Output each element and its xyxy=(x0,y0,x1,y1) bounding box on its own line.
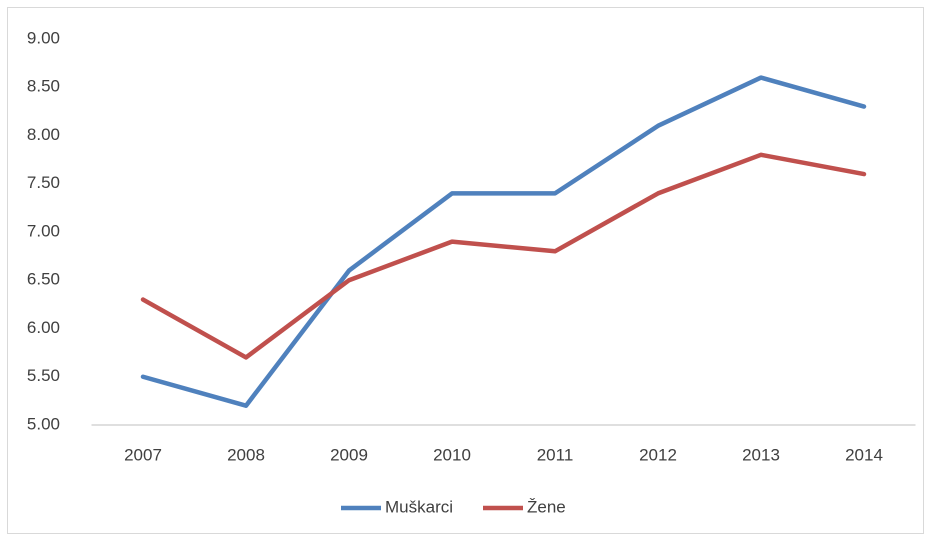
legend-label: Žene xyxy=(527,497,566,516)
y-tick-label: 5.00 xyxy=(27,414,60,433)
line-series xyxy=(140,75,867,408)
x-tick-label: 2014 xyxy=(845,445,883,464)
x-tick-label: 2008 xyxy=(227,445,265,464)
y-tick-label: 7.00 xyxy=(27,221,60,240)
x-tick-label: 2013 xyxy=(742,445,780,464)
y-tick-label: 7.50 xyxy=(27,173,60,192)
y-tick-label: 6.00 xyxy=(27,318,60,337)
x-tick-label: 2007 xyxy=(124,445,162,464)
line-series xyxy=(140,152,867,360)
y-tick-label: 8.00 xyxy=(27,125,60,144)
x-tick-label: 2012 xyxy=(639,445,677,464)
y-tick-label: 6.50 xyxy=(27,270,60,289)
y-tick-label: 8.50 xyxy=(27,77,60,96)
legend-label: Muškarci xyxy=(385,497,453,516)
chart-border xyxy=(7,7,924,534)
x-tick-label: 2010 xyxy=(433,445,471,464)
x-tick-label: 2011 xyxy=(537,445,574,464)
y-tick-label: 5.50 xyxy=(27,366,60,385)
x-tick-label: 2009 xyxy=(330,445,368,464)
y-tick-label: 9.00 xyxy=(27,28,60,47)
